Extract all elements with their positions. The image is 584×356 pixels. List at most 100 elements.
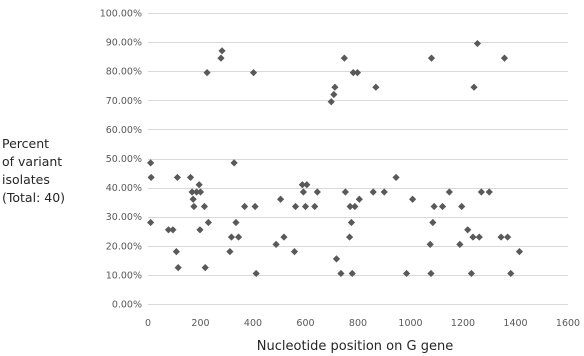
data-point: [504, 233, 512, 241]
data-point: [332, 255, 341, 263]
x-tick-label: 1600: [556, 318, 580, 329]
data-point: [173, 173, 181, 182]
data-point: [330, 90, 338, 99]
data-point: [369, 188, 377, 196]
data-point: [430, 202, 438, 211]
data-point: [227, 233, 236, 241]
data-point: [348, 269, 356, 278]
data-point: [347, 218, 356, 227]
data-point: [426, 240, 434, 248]
y-tick-label: 100.00%: [100, 9, 142, 20]
data-point: [147, 159, 155, 167]
data-point: [298, 181, 306, 189]
data-point: [311, 202, 319, 211]
y-tick-label: 70.00%: [106, 96, 142, 107]
y-tick-label: 40.00%: [106, 183, 142, 194]
data-point: [346, 233, 354, 241]
data-point: [147, 173, 155, 182]
data-point: [467, 269, 475, 278]
x-tick-labels: 0 200 400 600 800 1000 1200 1400 1600: [145, 318, 580, 329]
y-tick-label: 0.00%: [112, 300, 142, 311]
x-axis-title: Nucleotide position on G gene: [257, 339, 453, 354]
data-point: [234, 233, 243, 241]
data-point: [353, 69, 362, 77]
data-point: [217, 54, 225, 62]
x-tick-label: 400: [244, 318, 262, 329]
y-axis-title-line-4: (Total: 40): [2, 190, 65, 205]
data-point: [251, 202, 259, 211]
data-point: [196, 188, 205, 196]
data-point: [458, 202, 466, 211]
data-point: [341, 188, 349, 196]
data-point: [186, 173, 195, 182]
data-point: [249, 69, 258, 77]
y-tick-labels: 0.00% 10.00% 20.00% 30.00% 40.00% 50.00% 60.00…: [100, 9, 142, 311]
x-tick-label: 1000: [398, 318, 422, 329]
data-point: [402, 269, 411, 278]
data-point: [337, 269, 345, 278]
y-axis-title-line-1: Percent: [2, 136, 49, 151]
data-point: [485, 188, 493, 196]
y-tick-label: 30.00%: [106, 212, 142, 223]
data-point: [203, 69, 211, 77]
data-point: [272, 240, 280, 248]
data-point: [313, 188, 321, 196]
data-point: [473, 39, 482, 48]
y-tick-label: 50.00%: [106, 154, 142, 165]
data-point: [190, 202, 198, 211]
data-point: [340, 54, 348, 62]
y-tick-label: 90.00%: [106, 38, 142, 49]
y-tick-label: 60.00%: [106, 125, 142, 136]
data-point: [355, 195, 363, 203]
x-tick-label: 1200: [451, 318, 475, 329]
data-point: [445, 188, 453, 196]
data-point: [226, 248, 234, 256]
x-tick-label: 200: [191, 318, 209, 329]
x-tick-label: 600: [296, 318, 314, 329]
x-tick-label: 0: [145, 318, 151, 329]
data-point: [477, 188, 485, 196]
data-point: [195, 181, 203, 189]
data-point: [169, 226, 177, 234]
data-point: [280, 233, 288, 241]
data-point: [456, 240, 464, 248]
data-point: [515, 248, 524, 256]
data-point: [172, 248, 180, 256]
data-point: [196, 226, 204, 234]
y-axis-title: Percent of variant isolates (Total: 40): [2, 136, 66, 205]
data-point: [409, 195, 417, 203]
data-point: [438, 202, 447, 211]
data-point: [429, 218, 437, 227]
data-point: [427, 269, 435, 278]
data-point: [351, 202, 359, 211]
data-point: [204, 218, 212, 227]
y-tick-label: 20.00%: [106, 241, 142, 252]
y-tick-label: 80.00%: [106, 67, 142, 78]
data-point: [475, 233, 483, 241]
y-axis-title-line-2: of variant: [2, 154, 62, 169]
data-point: [427, 54, 436, 62]
data-point: [507, 269, 515, 278]
x-tick-label: 1400: [503, 318, 527, 329]
data-point: [147, 218, 155, 227]
data-point: [301, 202, 310, 211]
y-axis-title-line-3: isolates: [2, 172, 50, 187]
data-point: [469, 233, 477, 241]
data-point: [500, 54, 509, 62]
data-point: [470, 83, 478, 91]
data-point: [327, 98, 335, 106]
x-tick-label: 800: [349, 318, 367, 329]
data-point: [200, 202, 209, 211]
data-points: [147, 39, 524, 278]
data-point: [303, 181, 311, 189]
data-point: [464, 226, 472, 234]
data-point: [241, 202, 249, 211]
data-point: [276, 195, 285, 203]
data-point: [380, 188, 388, 196]
data-point: [174, 264, 182, 272]
data-point: [346, 202, 354, 211]
data-point: [252, 269, 260, 278]
data-point: [497, 233, 505, 241]
data-point: [230, 159, 238, 167]
